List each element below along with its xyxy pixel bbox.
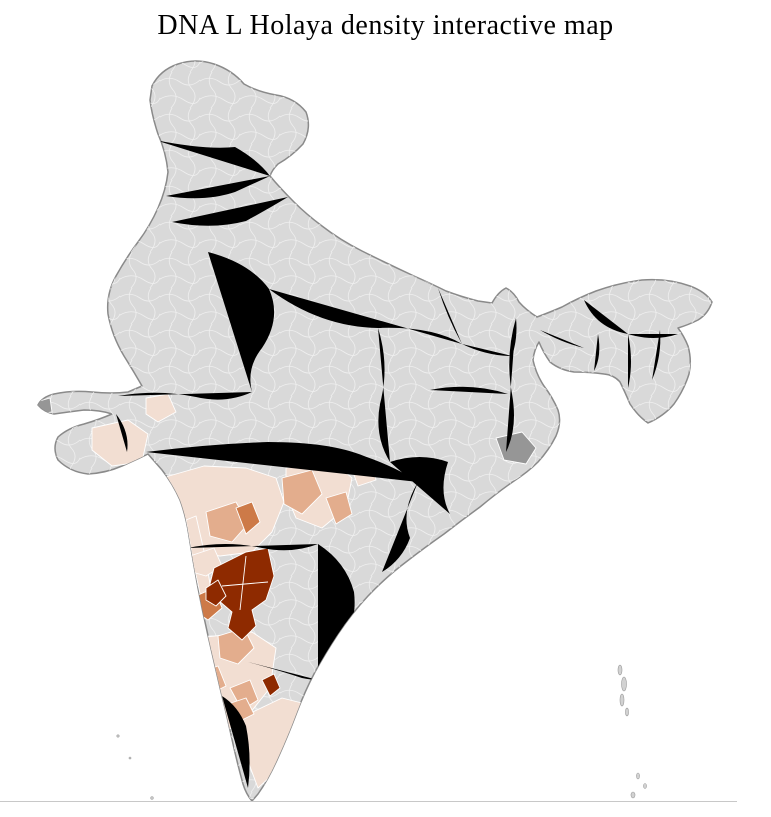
- district-shape[interactable]: [261, 673, 281, 697]
- district-boundary-line: [221, 581, 269, 587]
- page-title: DNA L Holaya density interactive map: [157, 10, 614, 41]
- island-chain: [116, 664, 647, 800]
- no-data-patch[interactable]: [495, 431, 537, 465]
- district-shape[interactable]: [281, 469, 323, 515]
- state-borders: [116, 140, 678, 788]
- district-shape[interactable]: [145, 393, 177, 423]
- district-boundary-line: [239, 555, 247, 611]
- bottom-divider: [0, 801, 737, 802]
- district-shape[interactable]: [205, 579, 227, 607]
- district-shape[interactable]: [235, 501, 261, 535]
- district-shape[interactable]: [325, 491, 353, 525]
